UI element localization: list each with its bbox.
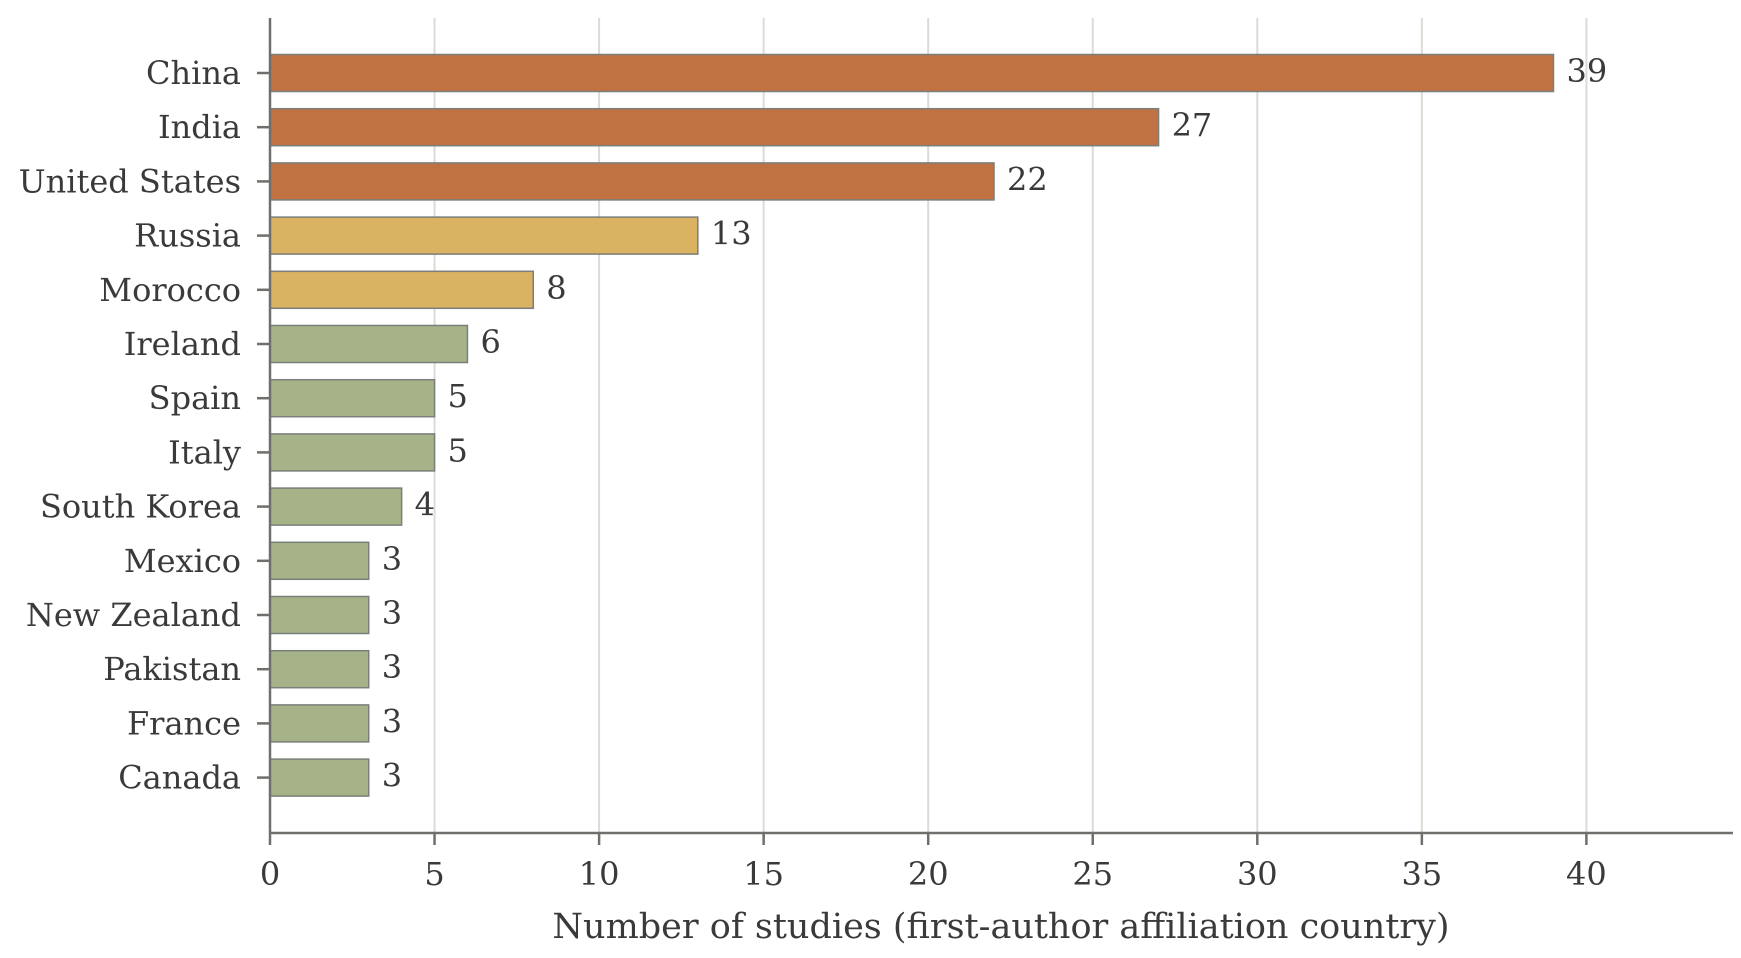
gridlines	[433, 18, 1588, 833]
x-tick-label: 20	[908, 855, 949, 893]
data-label: 39	[1566, 52, 1607, 90]
category-label: Spain	[149, 379, 241, 417]
category-label: New Zealand	[26, 596, 241, 634]
data-label: 13	[711, 215, 752, 253]
category-label: South Korea	[40, 488, 241, 526]
axes	[257, 18, 1733, 845]
bar-united-states	[269, 162, 995, 201]
bar-morocco	[269, 270, 535, 310]
labels: China 39 India 27 United States 22 Russia 13 Mor…	[19, 52, 1608, 893]
data-label: 4	[415, 486, 435, 524]
data-label: 3	[382, 648, 402, 686]
category-label: Canada	[118, 759, 241, 797]
category-label: Mexico	[124, 542, 241, 580]
x-tick-label: 15	[743, 855, 784, 893]
x-tick-label: 35	[1401, 855, 1442, 893]
data-label: 22	[1007, 160, 1048, 198]
category-label: India	[158, 108, 241, 146]
bar-mexico	[269, 541, 370, 581]
data-label: 3	[382, 594, 402, 632]
data-label: 6	[480, 323, 500, 361]
bar-ireland	[269, 324, 469, 364]
x-tick-label: 25	[1072, 855, 1113, 893]
bar-new-zealand	[269, 595, 370, 635]
bar-russia	[269, 216, 699, 255]
category-label: United States	[19, 162, 241, 200]
x-tick-label: 30	[1237, 855, 1278, 893]
data-label: 8	[546, 269, 566, 307]
data-label: 3	[382, 757, 402, 795]
bar-pakistan	[269, 649, 370, 689]
x-tick-label: 40	[1566, 855, 1607, 893]
x-axis-title: Number of studies (first-author affiliat…	[552, 907, 1449, 947]
data-label: 3	[382, 540, 402, 578]
category-label: China	[146, 54, 241, 92]
data-label: 5	[448, 377, 468, 415]
category-label: Italy	[168, 433, 241, 471]
data-label: 27	[1172, 106, 1213, 144]
bar-france	[269, 704, 370, 743]
category-label: Pakistan	[103, 650, 241, 688]
bar-china	[269, 53, 1555, 93]
x-tick-label: 5	[424, 855, 444, 893]
bars	[269, 53, 1555, 797]
x-tick-label: 0	[260, 855, 280, 893]
category-label: France	[127, 704, 241, 742]
bar-italy	[269, 433, 436, 472]
bar-spain	[269, 378, 436, 418]
data-label: 3	[382, 702, 402, 740]
category-label: Ireland	[124, 325, 241, 363]
data-label: 5	[448, 431, 468, 469]
x-tick-label: 10	[579, 855, 620, 893]
bar-canada	[269, 758, 370, 797]
category-label: Russia	[134, 217, 241, 255]
bar-india	[269, 107, 1160, 147]
bar-south-korea	[269, 487, 403, 526]
category-label: Morocco	[99, 271, 241, 309]
